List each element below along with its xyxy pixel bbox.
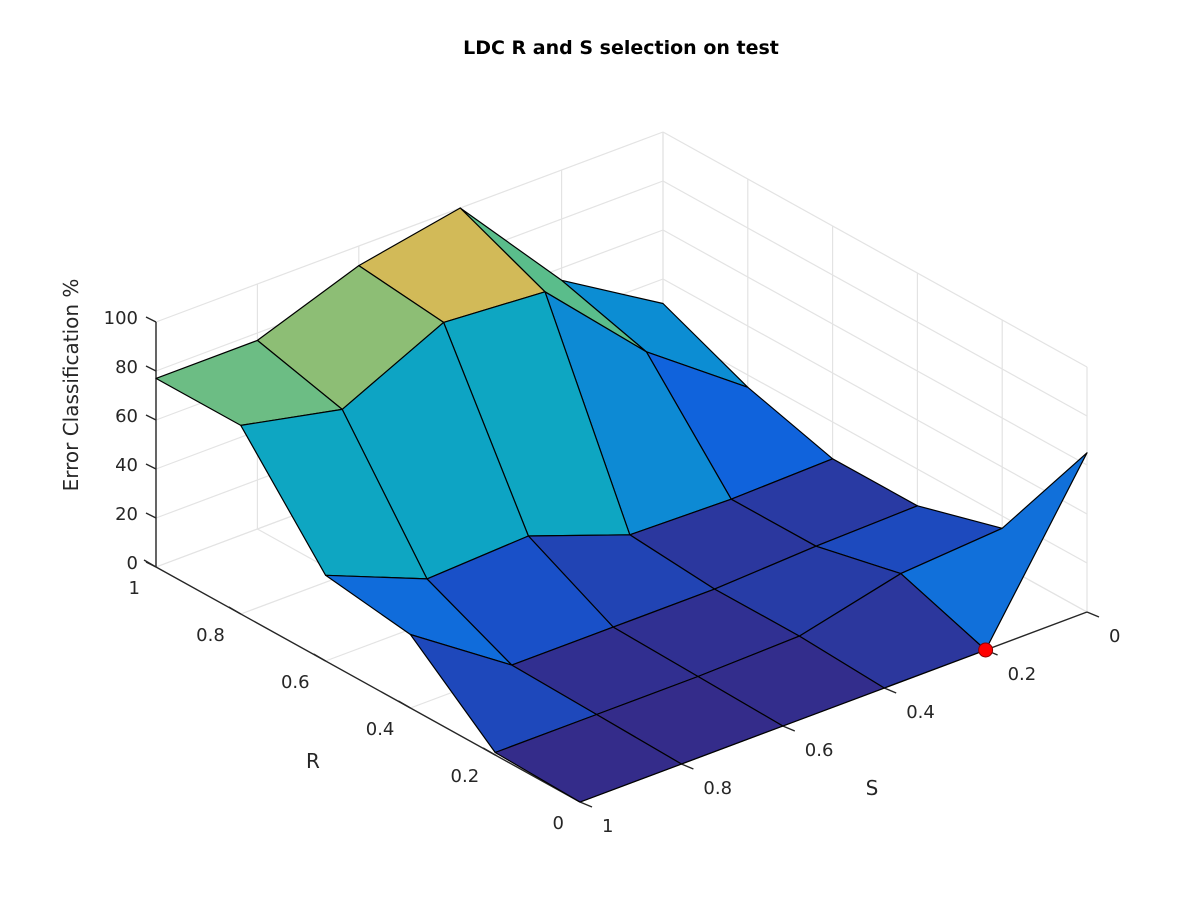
x-tick-mark bbox=[681, 763, 694, 770]
x-tick-label: 0.6 bbox=[805, 740, 834, 761]
y-tick-label: 0 bbox=[553, 813, 564, 834]
z-tick-mark bbox=[145, 512, 157, 519]
z-tick-label: 0 bbox=[127, 553, 138, 574]
x-tick-label: 1 bbox=[602, 816, 613, 837]
x-tick-mark bbox=[883, 687, 897, 694]
grid-line-wall-z bbox=[662, 278, 1088, 515]
z-tick-mark bbox=[145, 463, 157, 470]
y-tick-label: 0.2 bbox=[451, 766, 480, 787]
z-tick-mark bbox=[145, 365, 157, 372]
grid-line-wall-z bbox=[155, 131, 664, 323]
y-tick-label: 0.6 bbox=[281, 672, 310, 693]
z-tick-label: 80 bbox=[115, 357, 138, 378]
y-tick-label: 1 bbox=[129, 578, 140, 599]
y-tick-mark bbox=[313, 653, 326, 662]
grid-line-wall-z bbox=[662, 131, 1088, 368]
x-tick-mark bbox=[1086, 611, 1100, 618]
x-tick-mark bbox=[782, 725, 796, 732]
x-axis-label: S bbox=[866, 776, 879, 800]
z-tick-mark bbox=[145, 316, 157, 323]
chart-title: LDC R and S selection on test bbox=[463, 37, 779, 59]
grid-line-wall-z bbox=[662, 180, 1088, 417]
surface-patch-r0-s4 bbox=[494, 713, 683, 803]
x-tick-label: 0 bbox=[1109, 626, 1120, 647]
z-tick-label: 60 bbox=[115, 406, 138, 427]
x-tick-label: 0.2 bbox=[1008, 664, 1037, 685]
z-axis-label: Error Classification % bbox=[59, 279, 83, 492]
z-tick-label: 20 bbox=[115, 504, 138, 525]
y-tick-mark bbox=[398, 700, 411, 709]
y-axis-line bbox=[155, 566, 581, 803]
y-tick-mark bbox=[482, 747, 496, 756]
z-tick-mark bbox=[145, 414, 157, 421]
grid-line-wall-z bbox=[662, 229, 1088, 466]
x-tick-label: 0.4 bbox=[906, 702, 935, 723]
z-tick-mark bbox=[145, 561, 157, 568]
tick-labels: 0 0.2 0.4 0.6 0.8 1 0 0.2 0.4 0.6 0.8 1 0 20 40 60 80 100 bbox=[104, 308, 1121, 837]
highlight-point-marker bbox=[978, 642, 994, 658]
y-tick-label: 0.8 bbox=[196, 625, 225, 646]
marker-layer bbox=[978, 642, 994, 658]
x-tick-mark bbox=[579, 801, 593, 808]
surface bbox=[155, 207, 1088, 803]
y-tick-label: 0.4 bbox=[366, 719, 395, 740]
y-tick-mark bbox=[228, 606, 242, 615]
z-tick-label: 40 bbox=[115, 455, 138, 476]
x-tick-label: 0.8 bbox=[703, 778, 732, 799]
z-tick-label: 100 bbox=[104, 308, 138, 329]
y-axis-label: R bbox=[306, 749, 320, 773]
